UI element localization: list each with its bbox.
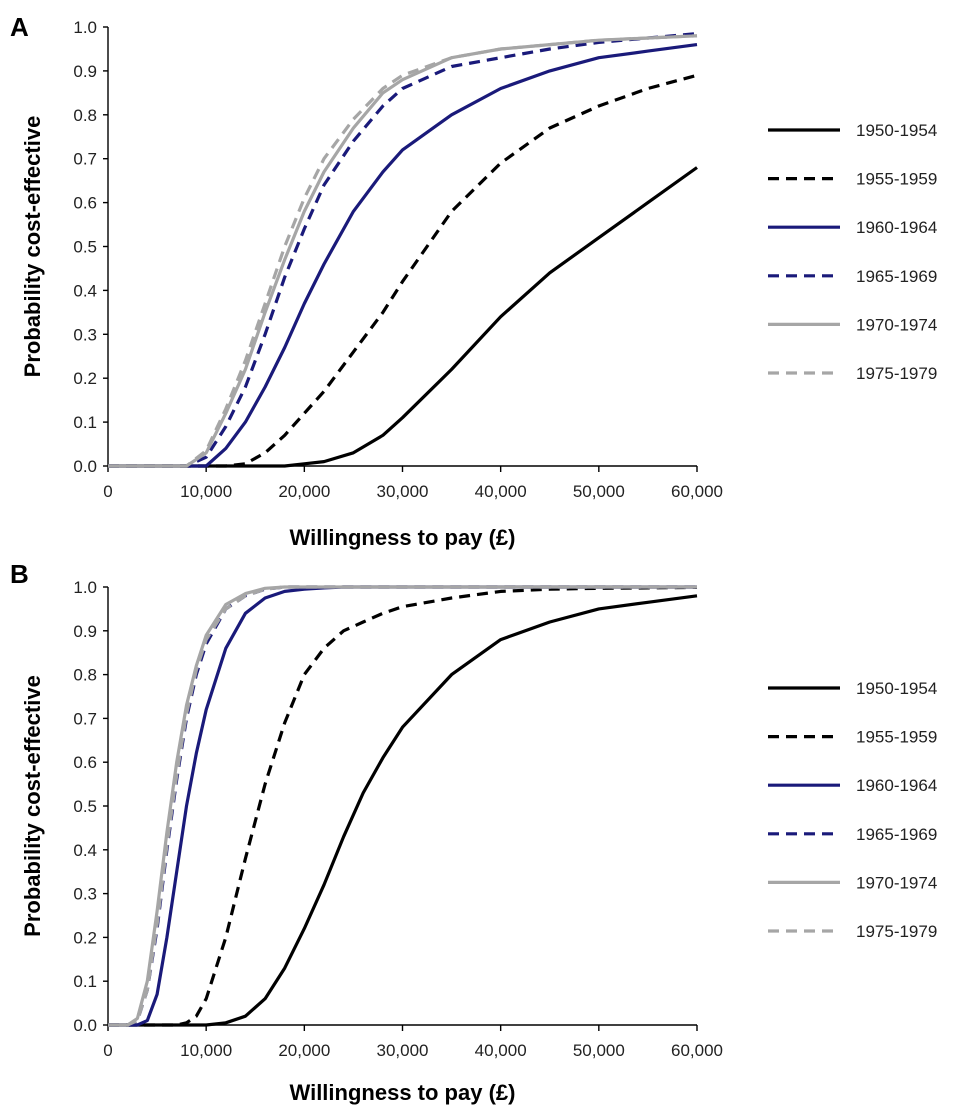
y-tick-label: 0.6 [73,194,97,213]
series-line-1950-1954 [108,166,698,468]
y-tick-label: 0.0 [73,1016,97,1035]
x-tick-label: 50,000 [573,1041,625,1060]
legend-label: 1975-1979 [856,364,937,383]
series-line-1970-1974 [108,585,697,1027]
y-tick-label: 0.5 [73,238,97,257]
series-line-1970-1974 [108,34,698,468]
legend-label: 1955-1959 [856,170,937,189]
y-tick-label: 0.7 [73,150,97,169]
series-line-1955-1959 [108,73,698,468]
x-tick-label: 50,000 [573,482,625,501]
series-line-1975-1979 [108,585,697,1027]
series-line-1975-1979 [108,34,698,468]
x-tick-label: 10,000 [180,1041,232,1060]
x-tick-label: 30,000 [377,482,429,501]
x-tick-label: 40,000 [475,1041,527,1060]
x-axis-title: Willingness to pay (£) [290,525,516,550]
panel-a: A 0.0 0.1 0.2 0.3 0.4 0.5 0.6 0.7 0.8 0.9 1.0 0 10,00… [10,12,937,550]
legend-label: 1950-1954 [856,679,937,698]
y-tick-label: 0.8 [73,106,97,125]
y-tick-label: 0.1 [73,972,97,991]
x-tick-label: 0 [103,482,112,501]
y-tick-label: 0.0 [73,457,97,476]
x-tick-label: 20,000 [278,482,330,501]
y-tick-label: 0.1 [73,413,97,432]
series-line-1965-1969 [108,585,697,1027]
y-tick-label: 1.0 [73,18,97,37]
series-line-1965-1969 [108,32,698,468]
legend-label: 1970-1974 [856,315,937,334]
x-axis-title: Willingness to pay (£) [290,1080,516,1105]
y-tick-label: 0.8 [73,666,97,685]
y-tick-label: 0.9 [73,62,97,81]
x-tick-label: 60,000 [671,482,723,501]
series-line-1950-1954 [108,594,698,1027]
panel-letter: A [10,12,29,42]
legend-label: 1960-1964 [856,776,937,795]
legend-label: 1965-1969 [856,825,937,844]
y-tick-label: 0.2 [73,369,97,388]
legend-label: 1965-1969 [856,267,937,286]
x-tick-label: 20,000 [278,1041,330,1060]
x-tick-label: 30,000 [377,1041,429,1060]
legend-label: 1970-1974 [856,873,937,892]
y-tick-label: 0.3 [73,325,97,344]
y-tick-label: 1.0 [73,578,97,597]
legend-label: 1975-1979 [856,922,937,941]
legend-label: 1955-1959 [856,728,937,747]
legend-label: 1950-1954 [856,121,937,140]
y-axis-title: Probability cost-effective [20,116,45,378]
series-line-1960-1964 [108,43,698,468]
x-tick-label: 40,000 [475,482,527,501]
y-tick-label: 0.7 [73,709,97,728]
panel-letter: B [10,559,29,589]
panel-b: B 0.0 0.1 0.2 0.3 0.4 0.5 0.6 0.7 0.8 0.9 1.0 0 10,00… [10,559,937,1105]
legend-label: 1960-1964 [856,218,937,237]
y-axis-title: Probability cost-effective [20,675,45,937]
y-tick-label: 0.3 [73,885,97,904]
y-tick-label: 0.4 [73,281,97,300]
y-tick-label: 0.9 [73,622,97,641]
series-line-1960-1964 [108,585,697,1027]
x-tick-label: 0 [103,1041,112,1060]
y-tick-label: 0.4 [73,841,97,860]
x-tick-label: 60,000 [671,1041,723,1060]
x-tick-label: 10,000 [180,482,232,501]
y-tick-label: 0.2 [73,928,97,947]
y-tick-label: 0.6 [73,753,97,772]
y-tick-label: 0.5 [73,797,97,816]
series-line-1955-1959 [108,585,698,1027]
